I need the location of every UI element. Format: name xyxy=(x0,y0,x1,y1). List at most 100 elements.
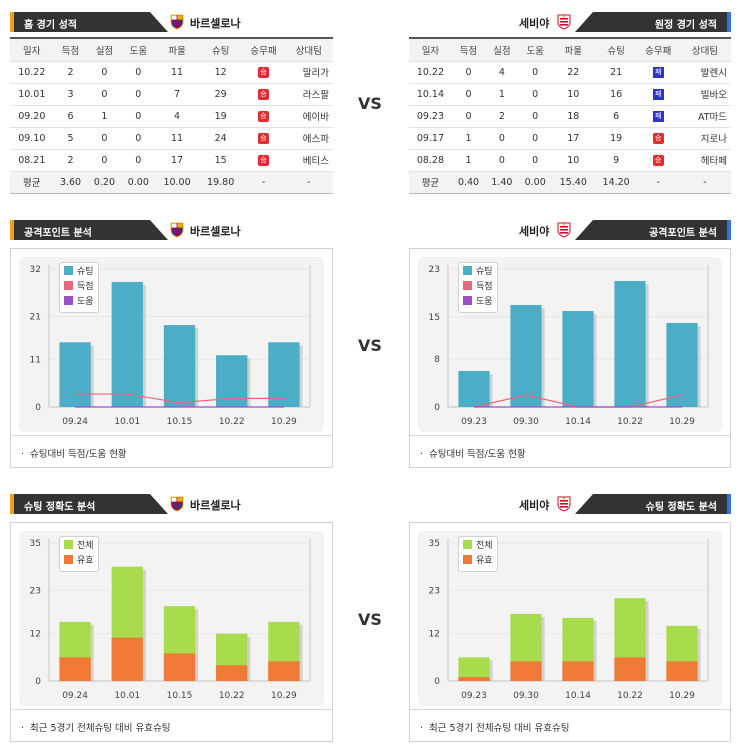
column-header: 슈팅 xyxy=(594,39,638,62)
result-cell: 승 xyxy=(242,83,285,106)
table-cell: 4 xyxy=(485,61,519,84)
home-team-name: 바르셀로나 xyxy=(190,499,241,512)
opponent-cell[interactable]: 에스파 xyxy=(284,127,333,150)
opponent-cell[interactable]: 베티스 xyxy=(284,149,333,172)
x-tick-label: 10.29 xyxy=(669,691,695,701)
home-attack-legend: 슈팅 득점 도움 xyxy=(59,262,99,313)
table-cell: 11 xyxy=(155,127,199,150)
bar-shot xyxy=(163,325,196,407)
away-team-name: 세비야 xyxy=(519,225,550,238)
table-cell: 10.00 xyxy=(155,171,199,194)
x-tick-label: 10.01 xyxy=(114,691,140,701)
away-record-header: 세비야 원정 경기 성적 xyxy=(409,10,731,34)
table-cell: - xyxy=(284,171,333,194)
table-cell: 17 xyxy=(155,149,199,172)
home-attack-title: 공격포인트 분석 xyxy=(24,228,92,239)
table-cell: 19 xyxy=(594,127,638,150)
home-attack-header: 공격포인트 분석 바르셀로나 xyxy=(10,218,333,242)
table-row: 08.21 2 0 0 17 15 승 베티스 xyxy=(10,149,333,172)
y-tick-label: 0 xyxy=(434,403,440,413)
table-row: 10.22 0 4 0 22 21 패 발렌시 xyxy=(409,61,731,84)
opponent-cell[interactable]: 지로나 xyxy=(678,127,731,150)
bar-on-target xyxy=(163,653,196,681)
y-tick-label: 32 xyxy=(30,265,41,275)
x-tick-label: 09.23 xyxy=(461,417,487,427)
result-badge: 패 xyxy=(652,88,664,100)
legend-item-goal: 득점 xyxy=(463,280,493,295)
opponent-cell[interactable]: 헤타페 xyxy=(678,149,731,172)
sevilla-crest-icon xyxy=(557,222,571,238)
legend-item-assist: 도움 xyxy=(463,295,493,310)
table-cell: 0 xyxy=(518,127,552,150)
opponent-cell[interactable]: 라스팔 xyxy=(284,83,333,106)
table-cell: 0.00 xyxy=(121,171,156,194)
table-row: 09.10 5 0 0 11 24 승 에스파 xyxy=(10,127,333,150)
result-cell: 패 xyxy=(637,105,679,128)
table-cell: 24 xyxy=(198,127,243,150)
bar-shot xyxy=(562,311,594,407)
away-record-panel: 세비야 원정 경기 성적 일자 득점 실점 도움 파울 슈팅 승무패 상대팀 10.22 0 4 0… xyxy=(409,10,731,195)
bar-shot xyxy=(59,342,91,407)
legend-swatch xyxy=(64,540,73,549)
table-cell: 2 xyxy=(53,61,88,84)
legend-swatch xyxy=(463,296,472,305)
bar-shot xyxy=(458,371,490,407)
x-tick-label: 10.15 xyxy=(167,417,193,427)
legend-swatch xyxy=(64,296,73,305)
legend-item-on-target: 유효 xyxy=(64,554,94,569)
opponent-cell[interactable]: 에이바 xyxy=(284,105,333,128)
table-cell: 6 xyxy=(594,105,638,128)
table-cell: 09.23 xyxy=(409,105,452,128)
legend-swatch xyxy=(463,555,472,564)
table-cell: 12 xyxy=(198,61,243,84)
column-header: 파울 xyxy=(551,39,595,62)
vs-label: VS xyxy=(358,94,382,113)
column-header: 득점 xyxy=(451,39,486,62)
table-cell: 0.40 xyxy=(451,171,486,194)
table-cell: 0 xyxy=(121,105,156,128)
away-accuracy-legend: 전체 유효 xyxy=(458,536,498,572)
table-cell: 1 xyxy=(87,105,122,128)
table-cell: 29 xyxy=(198,83,243,106)
average-row: 평균 3.60 0.20 0.00 10.00 19.80- - xyxy=(10,171,333,194)
away-team-name: 세비야 xyxy=(519,17,550,30)
table-cell: 2 xyxy=(485,105,519,128)
table-cell: 1 xyxy=(451,127,486,150)
table-cell: 09.10 xyxy=(10,127,54,150)
table-cell: 0 xyxy=(518,149,552,172)
x-tick-label: 09.24 xyxy=(62,691,88,701)
column-header: 일자 xyxy=(409,39,452,62)
home-accuracy-chart: 0 12 23 35 09.24 10.01 10.15 10.22 10.29 xyxy=(30,539,311,701)
bullet-icon: · xyxy=(21,449,25,460)
table-cell: 0.20 xyxy=(87,171,122,194)
legend-item-assist: 도움 xyxy=(64,295,94,310)
y-tick-label: 12 xyxy=(30,630,41,640)
away-attack-panel: 세비야 공격포인트 분석 0 8 15 23 09.23 09.30 10.14 10.22 1… xyxy=(409,218,731,468)
y-tick-label: 0 xyxy=(434,677,440,687)
y-tick-label: 15 xyxy=(429,313,440,323)
bar-shot xyxy=(268,342,300,407)
x-tick-label: 10.14 xyxy=(565,417,591,427)
home-attack-footer: · 슈팅대비 득점/도움 현황 xyxy=(11,435,332,467)
opponent-cell[interactable]: 발렌시 xyxy=(678,61,731,84)
sevilla-crest-icon xyxy=(557,496,571,512)
away-accuracy-chart-box: 0 12 23 35 09.23 09.30 10.14 10.22 10.29 전체 유효 ·… xyxy=(409,522,731,742)
home-record-panel: 홈 경기 성적 바르셀로나 일자 득점 실점 도움 파울 슈팅 승무패 상대팀 10.22 2 0… xyxy=(10,10,333,195)
opponent-cell[interactable]: AT마드 xyxy=(678,105,731,128)
column-header: 실점 xyxy=(485,39,519,62)
bar-on-target xyxy=(59,657,91,681)
opponent-cell[interactable]: 빌바오 xyxy=(678,83,731,106)
column-header: 도움 xyxy=(121,39,156,62)
bar-on-target xyxy=(510,661,542,681)
result-badge: 승 xyxy=(257,132,269,144)
y-tick-label: 23 xyxy=(429,265,440,275)
legend-item-on-target: 유효 xyxy=(463,554,493,569)
away-accuracy-chart: 0 12 23 35 09.23 09.30 10.14 10.22 10.29 xyxy=(429,539,709,701)
home-record-header: 홈 경기 성적 바르셀로나 xyxy=(10,10,333,34)
table-cell: 9 xyxy=(594,149,638,172)
opponent-cell[interactable]: 말리가 xyxy=(284,61,333,84)
barcelona-crest-icon xyxy=(170,14,184,30)
table-cell: 15.40 xyxy=(551,171,595,194)
table-cell: 19 xyxy=(198,105,243,128)
table-cell: 0 xyxy=(485,149,519,172)
